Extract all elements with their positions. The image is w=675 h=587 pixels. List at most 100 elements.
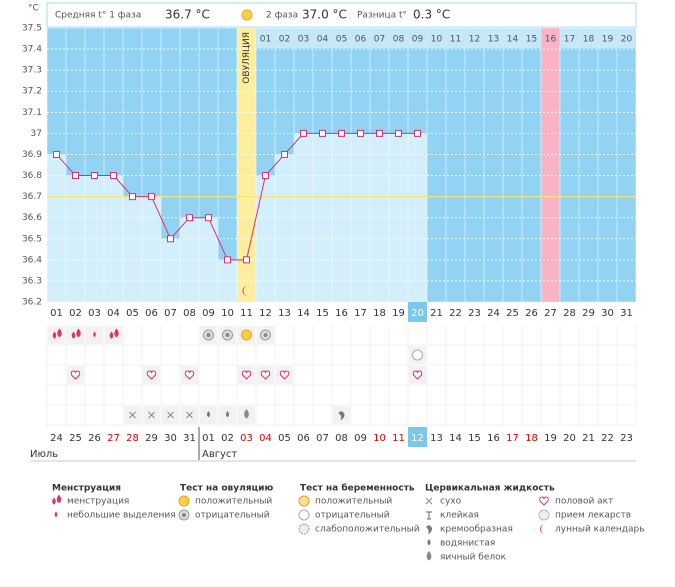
bar (85, 175, 104, 302)
icon (298, 523, 310, 535)
x-tick-label: 17 (354, 308, 367, 319)
post-ov-cell (465, 28, 484, 48)
point (300, 129, 307, 137)
drop-icon (52, 497, 56, 505)
symptom-mark (186, 411, 193, 419)
icon (242, 286, 248, 296)
legend-icon (426, 511, 432, 520)
post-ov-cell (598, 28, 617, 48)
symptom-mark (241, 329, 252, 341)
symptom-mark (244, 409, 249, 419)
post-ov-cell (579, 28, 598, 48)
icon (206, 333, 211, 337)
post-ov-day: 19 (602, 35, 614, 45)
phase2-label: 2 фаза (266, 11, 298, 21)
icon (338, 411, 345, 420)
symptom-cell (67, 366, 84, 384)
y-tick-label: 36.9 (22, 150, 42, 160)
post-ov-day: 10 (431, 35, 443, 45)
legend-title: Цервикальная жидкость (425, 484, 555, 494)
date-label: 11 (392, 433, 405, 444)
month-label: Август (202, 449, 237, 460)
x-tick-label: 08 (183, 308, 196, 319)
y-tick-label: 36.7 (22, 192, 42, 202)
icon (167, 411, 174, 419)
legend-title: Тест на беременность (300, 483, 415, 494)
date-label: 02 (221, 433, 234, 444)
post-ov-cell (351, 28, 370, 48)
y-tick-label: 36.4 (22, 255, 42, 265)
x-tick-label: 28 (563, 308, 576, 319)
x-tick-label: 14 (297, 308, 310, 319)
date-label: 25 (69, 433, 82, 444)
point (205, 214, 212, 222)
symptom-mark (338, 411, 345, 420)
y-tick-label: 36.8 (22, 171, 42, 181)
legend-item: отрицательный (315, 511, 390, 521)
legend-item: половой акт (555, 497, 613, 507)
month-label: Июль (30, 449, 58, 460)
date-label: 30 (164, 433, 177, 444)
legend-item: лунный календарь (555, 525, 645, 535)
y-tick-label: 36.3 (22, 276, 42, 286)
symptom-mark (148, 411, 155, 419)
point (53, 150, 60, 158)
x-tick-label: 10 (221, 308, 234, 319)
symptom-mark (242, 286, 248, 296)
post-ov-cell (446, 28, 465, 48)
icon (298, 509, 310, 521)
symptom-cell (238, 366, 255, 384)
point (338, 129, 345, 137)
drop-icon (426, 551, 432, 561)
bar (275, 154, 294, 302)
y-tick-label: 37.1 (22, 108, 42, 118)
icon (426, 525, 432, 534)
icon (186, 411, 193, 419)
symptom-mark (109, 328, 119, 339)
point (281, 150, 288, 158)
x-tick-label: 22 (449, 308, 462, 319)
x-tick-label: 18 (373, 308, 386, 319)
symptom-cell (181, 366, 198, 384)
diff-label: Разница t° (357, 11, 407, 21)
date-label: 17 (506, 433, 519, 444)
x-tick-label: 26 (525, 308, 538, 319)
legend-icon (539, 496, 549, 506)
post-ov-cell (617, 28, 636, 48)
y-tick-label: 36.6 (22, 213, 42, 223)
x-tick-label: 24 (487, 308, 500, 319)
legend-icon (426, 525, 432, 534)
x-tick-label: 11 (240, 308, 253, 319)
date-label: 18 (525, 433, 538, 444)
icon (538, 509, 550, 521)
x-tick-label: 05 (126, 308, 139, 319)
icon (225, 333, 230, 337)
date-label: 27 (107, 433, 120, 444)
legend-title: Менструация (52, 484, 121, 494)
date-label: 09 (354, 433, 367, 444)
legend-item: небольшие выделения (67, 511, 176, 521)
post-ov-day: 03 (298, 35, 309, 45)
post-ov-day: 20 (621, 35, 633, 45)
drop-icon (54, 511, 58, 518)
drop-icon (206, 411, 211, 418)
symptom-mark (279, 370, 290, 380)
date-label: 14 (449, 433, 462, 444)
date-label: 24 (50, 433, 63, 444)
x-tick-label: 09 (202, 308, 215, 319)
x-tick-label: 06 (145, 308, 158, 319)
date-label: 29 (145, 433, 158, 444)
legend-icon (426, 551, 432, 561)
y-tick-label: 37.3 (22, 66, 42, 76)
legend-title: Тест на овуляцию (180, 484, 273, 494)
point (319, 129, 326, 137)
date-label: 26 (88, 433, 101, 444)
diff-value: 0.3 °C (413, 8, 450, 22)
icon (412, 349, 423, 361)
date-label: 31 (183, 433, 196, 444)
icon (184, 370, 195, 380)
date-label: 05 (278, 433, 291, 444)
post-ov-cell (332, 28, 351, 48)
drop-icon (52, 331, 57, 339)
post-ov-cell (313, 28, 332, 48)
